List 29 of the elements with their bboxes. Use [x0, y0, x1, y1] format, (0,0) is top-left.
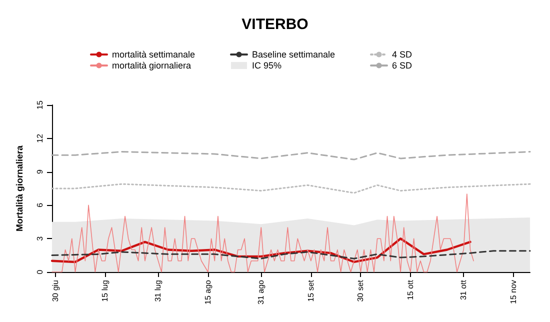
x-tick-label: 30 giu: [50, 280, 60, 302]
x-tick-label: 31 ott: [459, 279, 468, 300]
x-tick-label: 31 lug: [154, 280, 163, 302]
legend-label: 6 SD: [392, 60, 413, 70]
x-tick-label: 15 ott: [406, 279, 415, 300]
legend-label: IC 95%: [252, 60, 282, 70]
legend-label: mortalità settimanale: [112, 50, 196, 60]
legend-label: 4 SD: [392, 50, 413, 60]
x-tick-label: 15 nov: [508, 280, 518, 304]
x-tick-label: 31 ago: [256, 279, 266, 304]
y-tick-label: 15: [36, 100, 44, 110]
y-tick-label: 6: [36, 202, 44, 208]
line-series: [51, 183, 531, 194]
y-tick-label: 3: [36, 236, 44, 241]
x-tick-label: 15 set: [306, 279, 316, 302]
y-tick-label: 9: [36, 169, 44, 174]
x-tick-label: 15 lug: [100, 280, 110, 302]
line-series: [51, 250, 531, 260]
x-tick-label: 15 ago: [204, 279, 213, 304]
line-series: [50, 238, 472, 264]
legend-label: mortalità giornaliera: [112, 60, 192, 70]
y-tick-label: 12: [36, 133, 44, 143]
line-series: [51, 151, 531, 160]
line-series: [52, 194, 474, 272]
chart-title: VITERBO: [242, 16, 309, 33]
y-axis-title: Mortalità giornaliera: [14, 144, 24, 232]
legend-label: Baseline settimanale: [252, 50, 336, 60]
y-tick-label: 0: [36, 269, 44, 274]
x-tick-label: 30 set: [356, 279, 366, 302]
